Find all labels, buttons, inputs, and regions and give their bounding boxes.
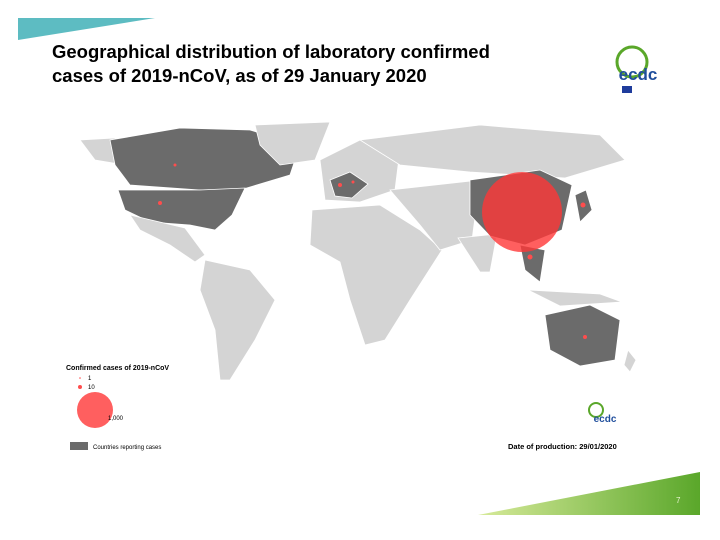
legend: Confirmed cases of 2019-nCoV 1 10 1,000 … (66, 365, 169, 451)
legend-bubble (79, 377, 81, 379)
logo-globe (615, 45, 649, 79)
legend-title: Confirmed cases of 2019-nCoV (66, 365, 169, 372)
case-bubble (173, 163, 177, 167)
legend-label: 1,000 (108, 416, 124, 422)
country (527, 289, 623, 307)
logo-globe (588, 402, 604, 418)
map-logo: ecdc (588, 402, 617, 425)
logo-text: ecdc (594, 414, 617, 425)
case-bubble (158, 201, 162, 205)
legend-label: 1 (88, 376, 92, 382)
country (199, 259, 276, 381)
case-bubble (527, 254, 533, 260)
legend-bubble (77, 392, 113, 428)
production-date: Date of production: 29/01/2020 (508, 442, 617, 451)
legend-bubble (78, 385, 82, 389)
footer-accent (478, 472, 700, 515)
slide-title: cases of 2019-nCoV, as of 29 January 202… (52, 65, 427, 86)
country (109, 127, 301, 191)
country (623, 349, 637, 373)
case-bubble (482, 172, 562, 252)
country (544, 304, 621, 367)
corner-accent (18, 18, 155, 40)
country (358, 124, 626, 179)
world-map (79, 121, 637, 381)
case-bubble (583, 335, 587, 339)
case-bubble (351, 180, 355, 184)
legend-swatch (70, 442, 88, 450)
logo-text: ecdc (619, 65, 658, 84)
page-number: 7 (676, 496, 681, 505)
country (309, 204, 443, 346)
country (254, 121, 331, 166)
country (129, 214, 206, 263)
case-bubble (580, 202, 586, 208)
country (457, 233, 498, 273)
eu-flag (622, 86, 632, 93)
legend-label: 10 (88, 385, 95, 391)
country (329, 171, 369, 199)
legend-label: Countries reporting cases (93, 445, 161, 451)
country (389, 179, 481, 251)
case-bubble (338, 183, 342, 187)
logo: ecdc (615, 45, 658, 93)
slide-title: Geographical distribution of laboratory … (52, 41, 490, 62)
